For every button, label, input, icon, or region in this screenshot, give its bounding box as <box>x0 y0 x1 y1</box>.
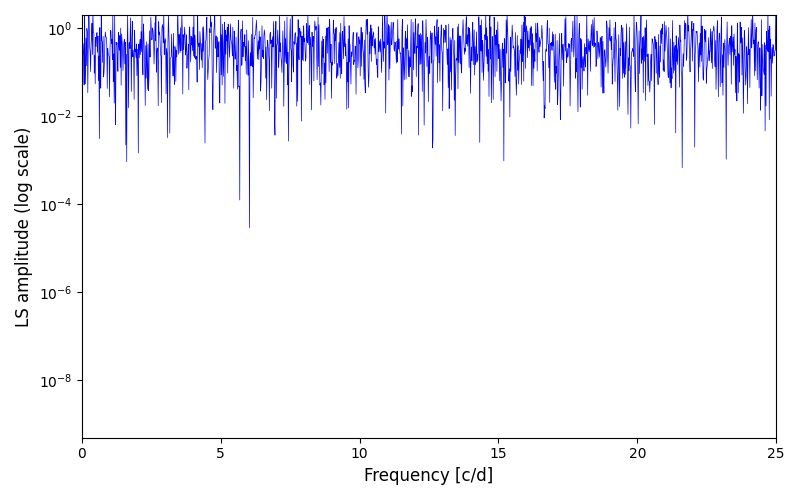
X-axis label: Frequency [c/d]: Frequency [c/d] <box>364 467 494 485</box>
Y-axis label: LS amplitude (log scale): LS amplitude (log scale) <box>15 126 33 326</box>
